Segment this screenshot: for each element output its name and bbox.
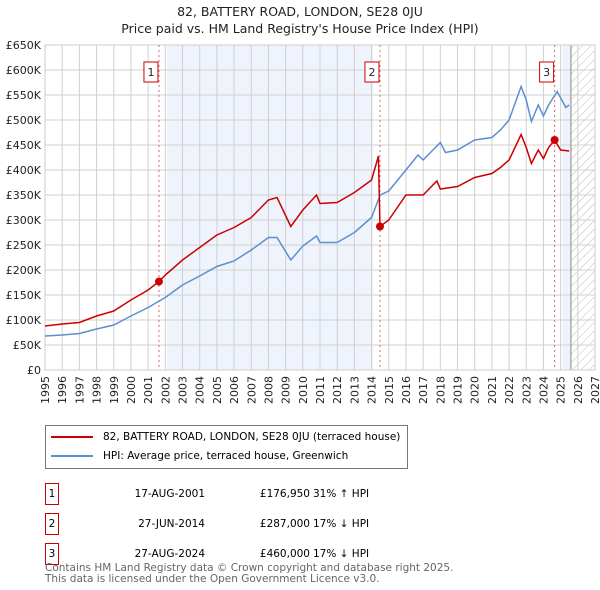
legend-item-hpi: HPI: Average price, terraced house, Gree… (51, 448, 348, 464)
sale-row: 2 27-JUN-2014 £287,000 17% ↓ HPI (45, 513, 545, 535)
y-tick-label: £400K (6, 164, 42, 177)
chart-title: 82, BATTERY ROAD, LONDON, SE28 0JU (177, 4, 423, 19)
x-tick-label: 2021 (486, 376, 499, 404)
sale-label: 2 (368, 66, 375, 79)
footer-text: Contains HM Land Registry data © Crown c… (45, 563, 453, 585)
legend: 82, BATTERY ROAD, LONDON, SE28 0JU (terr… (45, 425, 408, 469)
x-tick-label: 2011 (314, 376, 327, 404)
legend-item-property: 82, BATTERY ROAD, LONDON, SE28 0JU (terr… (51, 429, 400, 445)
sale-point (550, 136, 559, 144)
x-tick-label: 2020 (469, 376, 482, 404)
sale-date: 17-AUG-2001 (134, 488, 205, 500)
legend-swatch-blue (51, 455, 93, 457)
y-tick-label: £50K (13, 339, 42, 352)
forecast-hatch (570, 45, 595, 370)
legend-label: HPI: Average price, terraced house, Gree… (103, 450, 349, 462)
sale-price: £287,000 (259, 518, 310, 530)
y-tick-label: £150K (6, 289, 42, 302)
x-tick-label: 2012 (331, 376, 344, 404)
x-tick-label: 2013 (348, 376, 361, 404)
sale-hpi-diff: 17% ↓ HPI (313, 518, 370, 530)
plot-area: 1995 1996 1997 1998 1999 2000 2001 2002 2003 2004… (6, 39, 600, 404)
y-tick-label: £200K (6, 264, 42, 277)
x-tick-label: 1995 (39, 376, 52, 404)
y-tick-label: £250K (6, 239, 42, 252)
x-tick-label: 2019 (452, 376, 465, 404)
y-tick-label: £0 (27, 364, 41, 377)
x-tick-label: 2014 (366, 376, 379, 404)
x-tick-label: 1996 (56, 376, 69, 404)
y-tick-label: £350K (6, 189, 42, 202)
x-tick-label: 2015 (383, 376, 396, 404)
sale-hpi-diff: 31% ↑ HPI (313, 488, 370, 500)
sale-point (375, 222, 384, 231)
chart-subtitle: Price paid vs. HM Land Registry's House … (121, 21, 479, 36)
series-line-hpi (44, 84, 570, 337)
x-tick-label: 2027 (589, 376, 600, 404)
x-tick-label: 2017 (417, 376, 430, 404)
shaded-period (167, 45, 374, 370)
sale-label: 3 (543, 66, 550, 79)
y-tick-label: £650K (6, 39, 42, 52)
x-tick-label: 2000 (125, 376, 138, 404)
sale-price: £176,950 (259, 488, 310, 500)
sale-price: £460,000 (259, 548, 310, 560)
legend-label: 82, BATTERY ROAD, LONDON, SE28 0JU (terr… (103, 431, 401, 443)
x-tick-label: 2008 (262, 376, 275, 404)
x-tick-label: 2024 (537, 376, 550, 404)
x-tick-label: 2004 (194, 376, 207, 404)
x-tick-label: 2006 (228, 376, 241, 404)
x-tick-label: 2007 (245, 376, 258, 404)
legend-swatch-red (51, 436, 93, 438)
shaded-period (562, 45, 571, 370)
sale-point (154, 277, 163, 286)
x-tick-label: 2002 (159, 376, 172, 404)
sale-hpi-diff: 17% ↓ HPI (313, 548, 370, 560)
footer-line: Contains HM Land Registry data © Crown c… (45, 562, 454, 574)
x-tick-label: 2026 (572, 376, 585, 404)
sale-label-box (143, 61, 159, 83)
x-tick-label: 2005 (211, 376, 224, 404)
x-tick-label: 2025 (555, 376, 568, 404)
x-tick-label: 2010 (297, 376, 310, 404)
sale-row: 3 27-AUG-2024 £460,000 17% ↓ HPI (45, 543, 545, 565)
sale-label: 1 (147, 66, 154, 79)
x-tick-label: 2023 (520, 376, 533, 404)
x-tick-label: 2022 (503, 376, 516, 404)
y-tick-label: £500K (6, 114, 42, 127)
x-tick-label: 2009 (280, 376, 293, 404)
x-tick-label: 1997 (73, 376, 86, 404)
sale-label-box (364, 61, 380, 83)
x-tick-label: 2016 (400, 376, 413, 404)
x-tick-label: 1998 (91, 376, 104, 404)
y-tick-label: £550K (6, 89, 42, 102)
x-tick-label: 2018 (434, 376, 447, 404)
sale-number-badge: 3 (45, 543, 59, 565)
plot-border (44, 44, 596, 371)
footer-line: This data is licensed under the Open Gov… (45, 573, 380, 585)
sale-number-badge: 2 (45, 513, 59, 535)
y-tick-label: £100K (6, 314, 42, 327)
sale-date: 27-JUN-2014 (138, 518, 205, 530)
sale-date: 27-AUG-2024 (134, 548, 205, 560)
y-tick-label: £300K (6, 214, 42, 227)
x-tick-label: 1999 (108, 376, 121, 404)
x-tick-label: 2001 (142, 376, 155, 404)
sale-number-badge: 1 (45, 483, 59, 505)
sale-row: 1 17-AUG-2001 £176,950 31% ↑ HPI (45, 483, 545, 505)
y-tick-label: £450K (6, 139, 42, 152)
x-tick-label: 2003 (177, 376, 190, 404)
y-tick-label: £600K (6, 64, 42, 77)
sale-label-box (539, 61, 555, 83)
